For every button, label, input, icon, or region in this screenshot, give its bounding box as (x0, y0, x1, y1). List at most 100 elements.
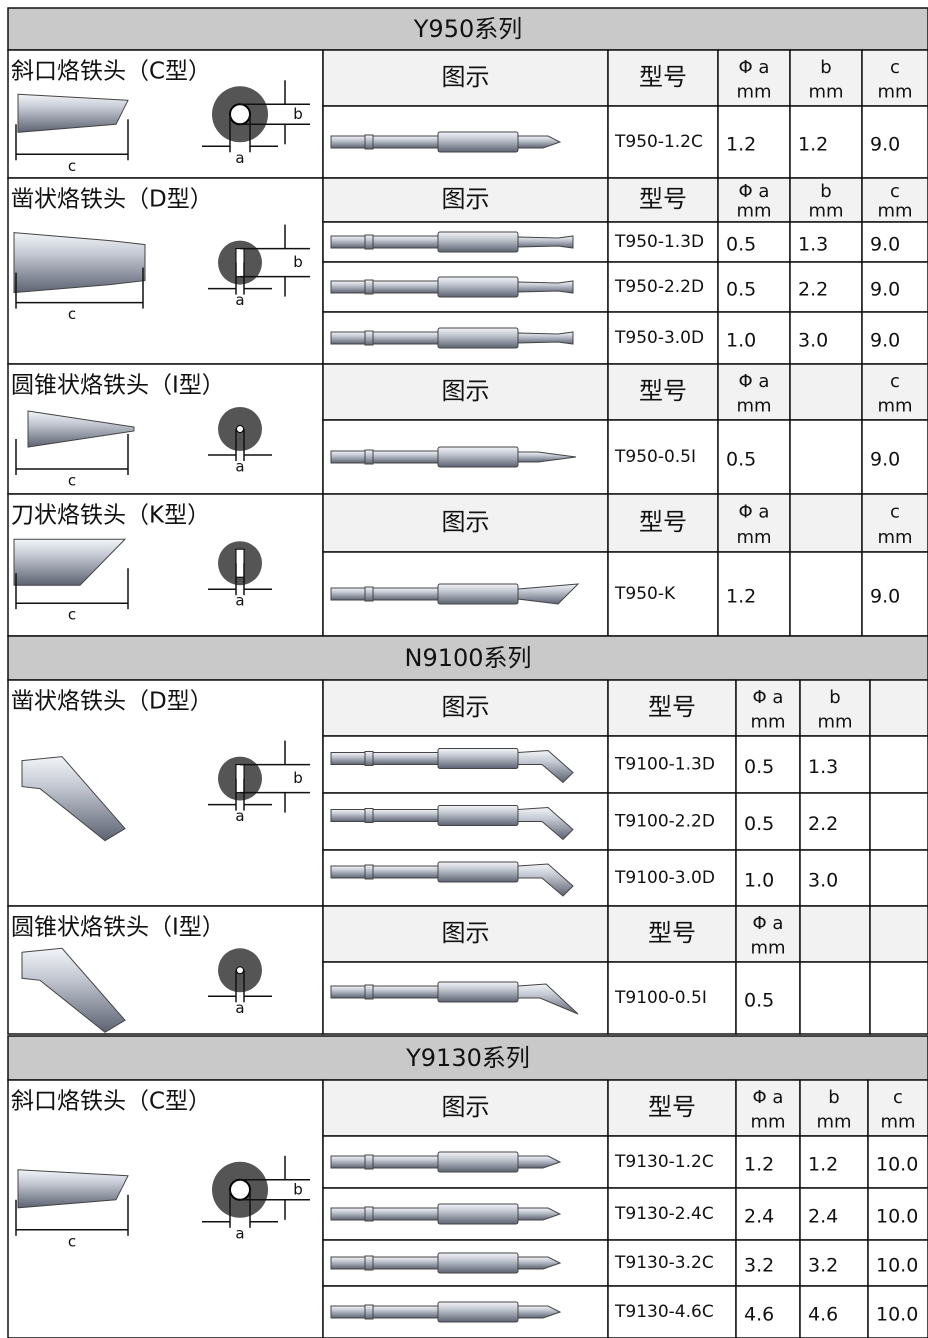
param-value: 1.0 (726, 330, 756, 352)
header-unit: mm (877, 527, 912, 548)
cell (789, 493, 863, 553)
hole (235, 248, 245, 278)
param-value: 9.0 (870, 330, 900, 352)
dim-label: b (293, 769, 303, 787)
tip-shaft (330, 1256, 442, 1270)
cell (7, 1079, 324, 1338)
param-value: 3.2 (744, 1255, 774, 1277)
cell (322, 679, 609, 737)
header-param: Φ a (753, 687, 784, 708)
tip-figure (17, 93, 129, 133)
cell (861, 363, 928, 421)
cell (607, 961, 737, 1035)
param-value: 1.2 (798, 134, 828, 156)
param-value: 0.5 (726, 234, 756, 256)
param-value: 3.0 (798, 330, 828, 352)
header-param: b (828, 1087, 839, 1108)
tip-collar (364, 864, 374, 880)
cell (607, 905, 737, 963)
param-value: 10.0 (876, 1154, 918, 1176)
param-value: 0.5 (744, 756, 774, 778)
tip-shaft (330, 865, 442, 879)
cell (607, 177, 719, 223)
cell (322, 177, 609, 223)
header-param: b (829, 687, 840, 708)
header-unit: mm (750, 1112, 785, 1133)
cell (607, 49, 719, 107)
tip-collar (364, 751, 374, 766)
model-number: T9130-3.2C (614, 1253, 714, 1273)
dim-label: b (293, 253, 303, 271)
param-value: 9.0 (870, 279, 900, 301)
dim-label: a (235, 1224, 244, 1242)
cell (717, 311, 791, 365)
tip-shaft (330, 135, 442, 149)
cell (717, 551, 791, 637)
header-unit: mm (808, 200, 843, 221)
cell (322, 493, 609, 553)
cell (607, 493, 719, 553)
model-number: T9100-2.2D (614, 812, 715, 832)
param-value: 4.6 (744, 1304, 774, 1326)
tip-shaft (330, 1155, 442, 1169)
cell (789, 221, 863, 263)
tip-shaft (330, 587, 442, 601)
cell (717, 105, 791, 179)
header-unit: mm (736, 396, 771, 417)
hole (236, 425, 244, 433)
param-value: 10.0 (876, 1255, 918, 1277)
header-label: 型号 (648, 1093, 696, 1121)
cell (789, 363, 863, 421)
dim-label: a (235, 999, 244, 1017)
cell (799, 1239, 869, 1287)
model-number: T9130-4.6C (614, 1302, 714, 1322)
param-value: 1.2 (744, 1154, 774, 1176)
cell (717, 177, 791, 223)
param-value: 4.6 (808, 1304, 838, 1326)
cell (7, 1035, 928, 1081)
header-param: c (890, 57, 900, 78)
tip-body (437, 276, 519, 298)
header-label: 型号 (639, 377, 687, 405)
tip-body (437, 748, 519, 769)
param-value: 2.2 (808, 813, 838, 835)
tip-collar (364, 134, 374, 150)
model-number: T9100-0.5I (614, 988, 707, 1008)
header-param: c (893, 1087, 903, 1108)
tip-shaft (330, 450, 442, 464)
tip-shaft (330, 331, 442, 345)
tip-shaft (330, 1305, 442, 1319)
cell (869, 849, 928, 907)
model-number: T950-0.5I (614, 447, 696, 467)
cell (861, 311, 928, 365)
header-unit: mm (736, 200, 771, 221)
cell (799, 1187, 869, 1241)
tip-collar (364, 330, 374, 346)
section-title: Y9130系列 (405, 1044, 530, 1072)
group-name: 凿状烙铁头（D型） (11, 689, 213, 715)
tip-body (437, 981, 519, 1003)
cell (799, 735, 871, 794)
section-title: N9100系列 (404, 644, 531, 672)
dim-label: a (235, 149, 244, 167)
cell (867, 1187, 928, 1241)
tip-shaft (330, 235, 442, 249)
cell (607, 261, 719, 313)
header-param: Φ a (739, 181, 770, 202)
param-value: 0.5 (744, 990, 774, 1012)
tip-body (437, 805, 519, 826)
tip-body (437, 131, 519, 153)
tip-collar (364, 234, 374, 250)
dim-label: c (68, 305, 76, 323)
cell (799, 905, 871, 963)
dim-label: c (68, 157, 76, 175)
param-value: 9.0 (870, 234, 900, 256)
header-param: Φ a (753, 1087, 784, 1108)
group-name: 刀状烙铁头（K型） (11, 503, 210, 529)
param-value: 2.4 (808, 1206, 838, 1228)
header-label: 型号 (639, 63, 687, 91)
tip-shape (517, 451, 577, 463)
cell (861, 105, 928, 179)
param-value: 10.0 (876, 1304, 918, 1326)
group-name: 斜口烙铁头（C型） (11, 59, 211, 85)
